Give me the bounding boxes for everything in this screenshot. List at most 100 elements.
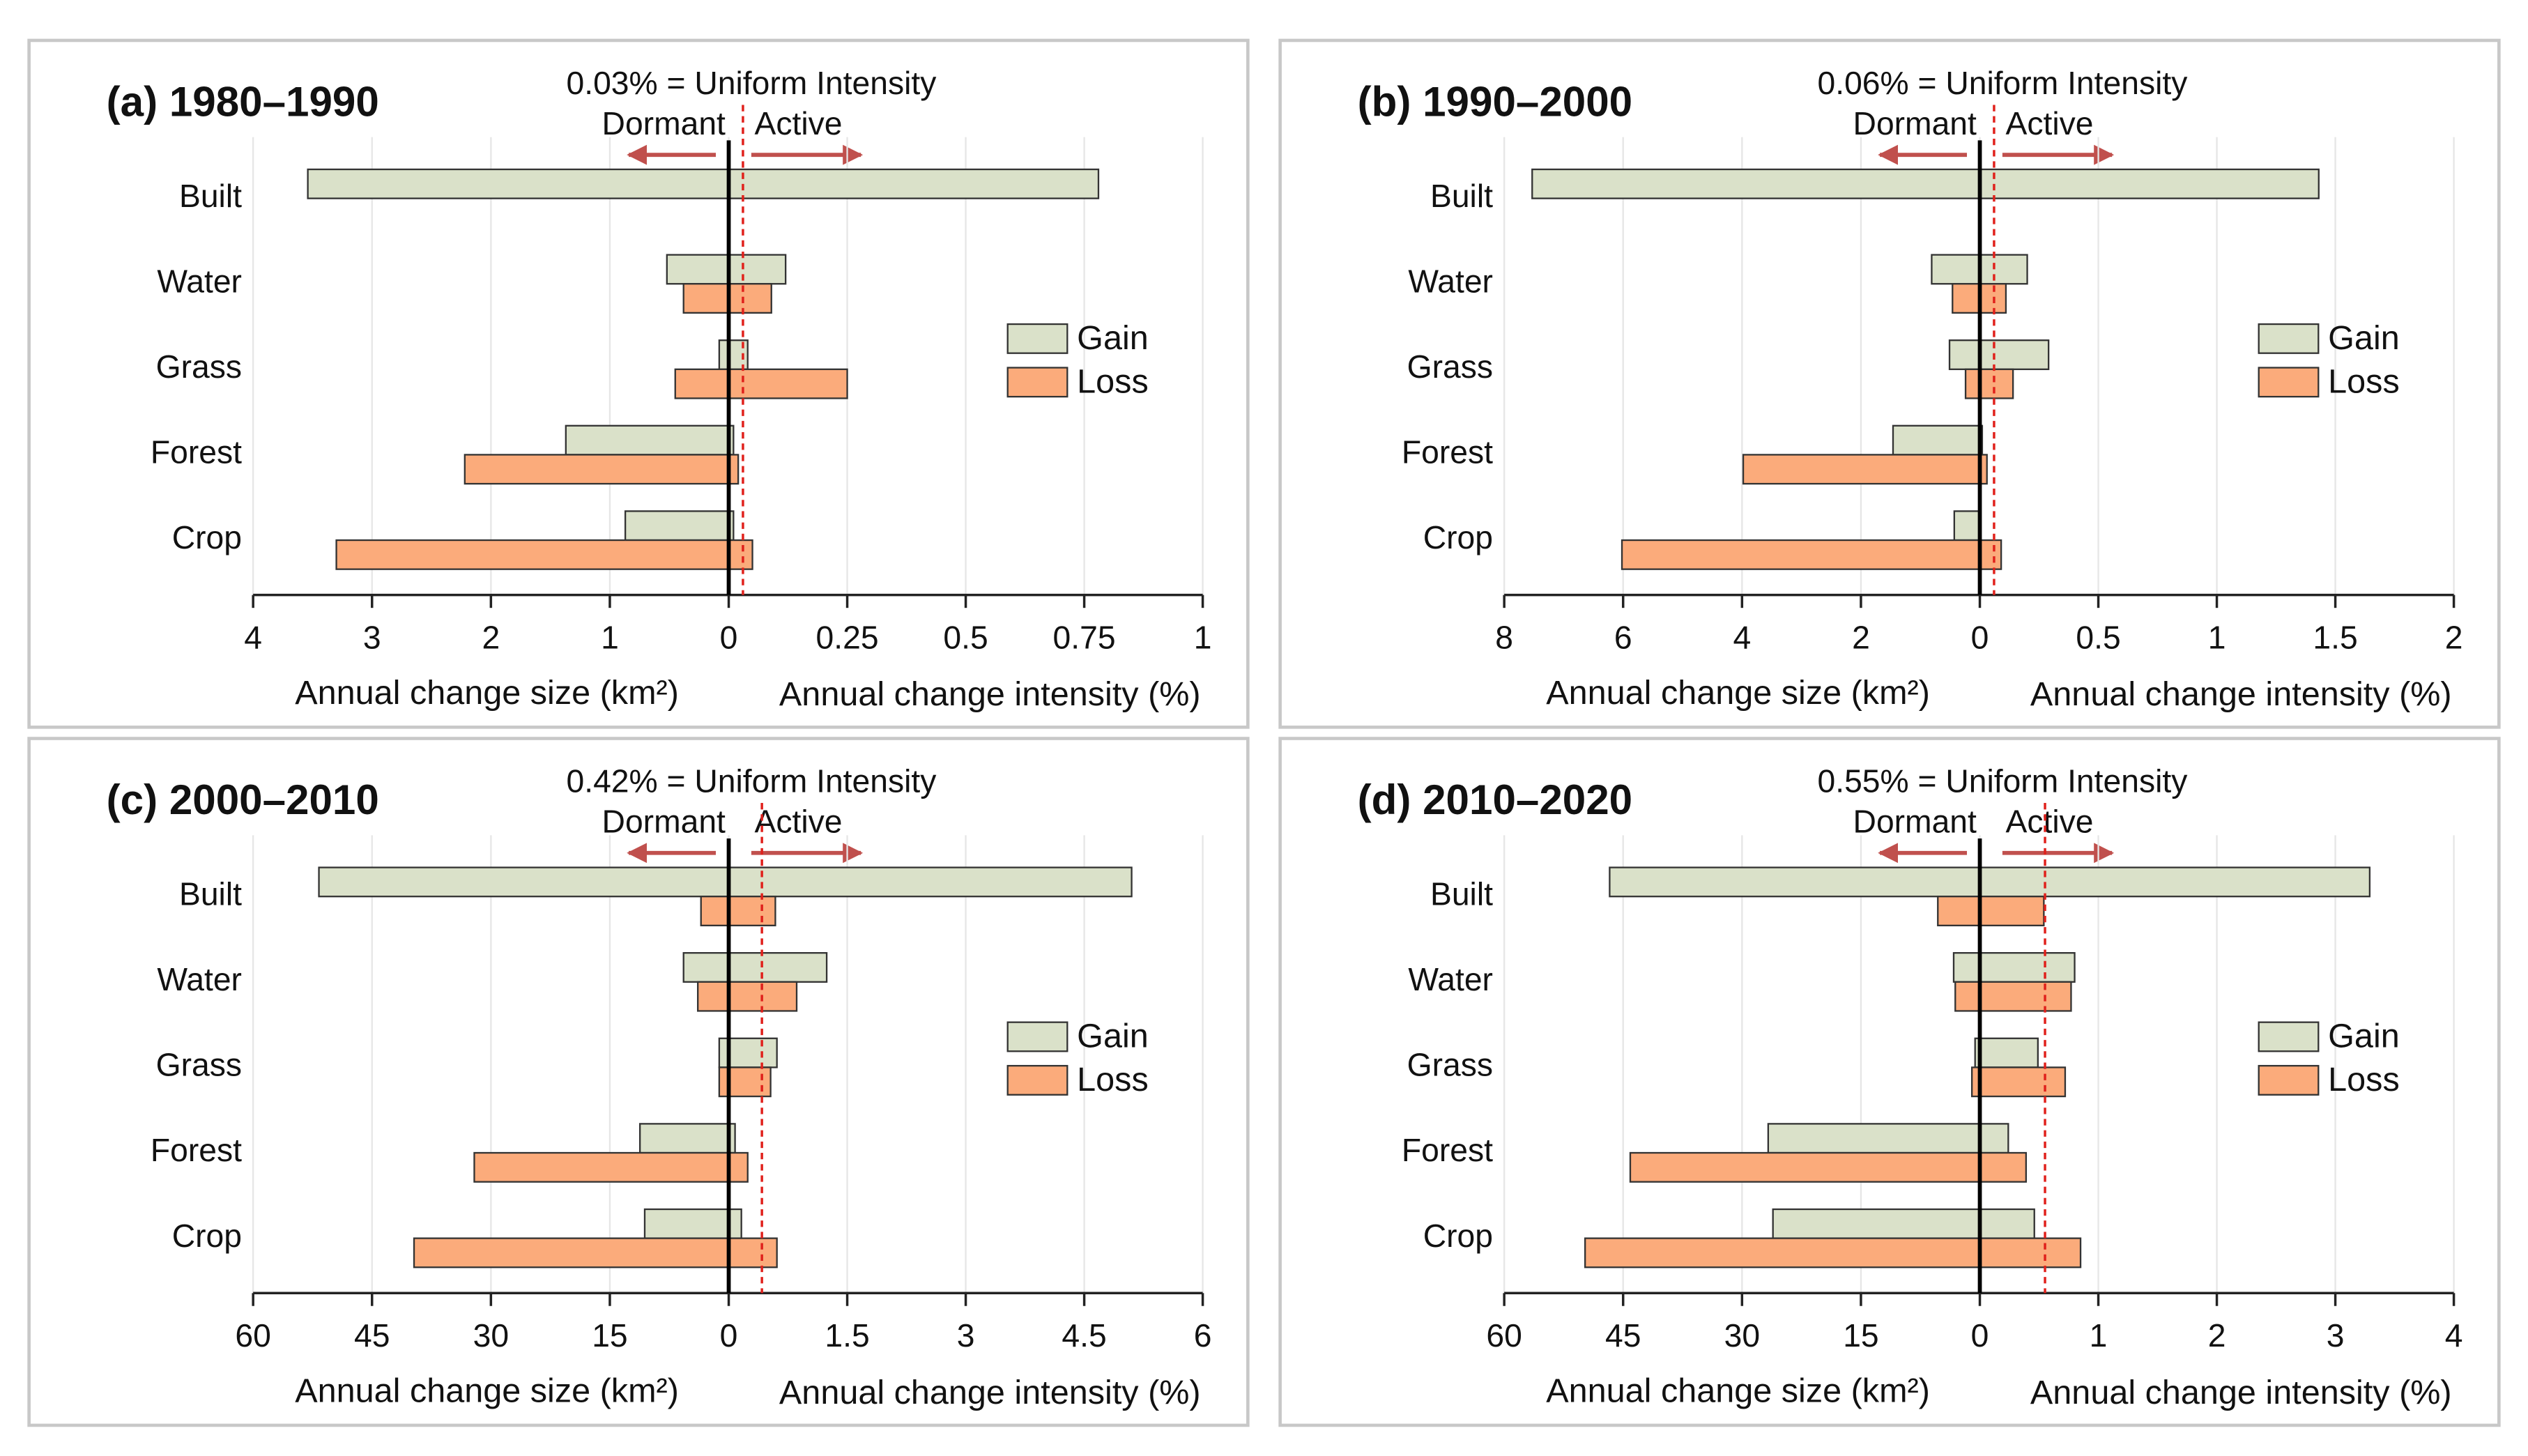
intensity-bar: [728, 952, 828, 983]
intensity-bar: [728, 339, 749, 370]
category-label: Crop: [172, 519, 242, 555]
legend-label: Loss: [1077, 1061, 1149, 1098]
intensity-bar: [728, 1151, 749, 1183]
panel-title: (a) 1980–1990: [107, 78, 379, 125]
intensity-bar: [728, 1037, 778, 1068]
category-label: Crop: [1423, 519, 1493, 555]
category-label: Grass: [1407, 348, 1493, 385]
intensity-tick-label: 0.5: [943, 620, 988, 656]
size-bar: [682, 283, 730, 314]
intensity-axis-title: Annual change intensity (%): [2030, 1374, 2452, 1411]
size-tick-label: 15: [592, 1317, 627, 1354]
panel-frame: [27, 38, 1250, 729]
size-bar: [473, 1151, 730, 1183]
uniform-annotation: 0.03% = Uniform Intensity: [567, 65, 937, 101]
intensity-tick-label: 0.5: [2076, 620, 2120, 656]
dormant-label: Dormant: [602, 105, 726, 141]
intensity-axis-title: Annual change intensity (%): [2030, 675, 2452, 713]
category-label: Built: [179, 178, 242, 214]
category-label: Water: [1408, 961, 1493, 997]
legend-label: Loss: [2328, 1061, 2400, 1098]
intensity-tick-label: 1: [2208, 620, 2226, 656]
dormant-label: Dormant: [602, 803, 726, 839]
legend-label: Gain: [2328, 1018, 2400, 1055]
legend-label: Gain: [2328, 319, 2400, 357]
panel-frame: [1278, 38, 2501, 729]
legend-swatch: [2258, 1064, 2320, 1096]
category-label: Water: [157, 961, 242, 997]
uniform-annotation: 0.06% = Uniform Intensity: [1817, 65, 2188, 101]
size-tick-label: 8: [1495, 620, 1513, 656]
intensity-tick-label: 1.5: [2313, 620, 2357, 656]
size-bar: [674, 368, 730, 399]
size-bar: [666, 254, 730, 285]
legend-swatch: [1006, 323, 1068, 354]
category-label: Forest: [151, 1132, 242, 1168]
legend-swatch: [2258, 367, 2320, 398]
legend-swatch: [1006, 1021, 1068, 1052]
intensity-bar: [1979, 1151, 2027, 1183]
size-tick-label: 3: [363, 620, 381, 656]
dormant-label: Dormant: [1853, 105, 1977, 141]
active-label: Active: [2006, 105, 2094, 141]
intensity-axis-title: Annual change intensity (%): [779, 675, 1201, 713]
size-bar: [682, 952, 730, 983]
size-bar: [1609, 866, 1981, 898]
active-label: Active: [755, 105, 843, 141]
size-tick-label: 45: [354, 1317, 390, 1354]
size-bar: [697, 981, 730, 1012]
size-bar: [639, 1123, 730, 1154]
size-tick-label: 4: [1733, 620, 1751, 656]
legend-swatch: [1006, 1064, 1068, 1096]
intensity-tick-label: 0.25: [816, 620, 879, 656]
category-label: Water: [157, 263, 242, 299]
size-bar: [565, 424, 730, 456]
intensity-bar: [728, 368, 848, 399]
size-bar: [1584, 1237, 1981, 1269]
size-bar: [1952, 283, 1981, 314]
panel-title: (d) 2010–2020: [1358, 776, 1632, 823]
uniform-annotation: 0.42% = Uniform Intensity: [567, 763, 937, 799]
category-label: Forest: [151, 434, 242, 470]
intensity-bar: [1979, 168, 2320, 199]
panel: (b) 1990–2000 0.06% = Uniform Intensity Do…: [1278, 38, 2501, 729]
intensity-bar: [1979, 866, 2371, 898]
size-tick-label: 60: [235, 1317, 270, 1354]
active-label: Active: [2006, 803, 2094, 839]
size-bar: [1772, 1208, 1981, 1239]
size-bar: [1931, 254, 1981, 285]
dormant-label: Dormant: [1853, 803, 1977, 839]
intensity-bar: [728, 254, 787, 285]
size-tick-label: 0: [1971, 620, 1989, 656]
intensity-tick-label: 4.5: [1062, 1317, 1106, 1354]
intensity-tick-label: 6: [1194, 1317, 1212, 1354]
intensity-tick-label: 0.75: [1053, 620, 1116, 656]
intensity-bar: [728, 539, 753, 570]
size-bar: [1954, 981, 1981, 1012]
size-tick-label: 2: [482, 620, 500, 656]
intensity-tick-label: 1.5: [825, 1317, 869, 1354]
size-bar: [318, 866, 730, 898]
size-tick-label: 4: [244, 620, 262, 656]
size-bar: [1621, 539, 1981, 570]
intensity-bar: [1979, 339, 2050, 370]
intensity-bar: [728, 168, 1100, 199]
legend-label: Gain: [1077, 319, 1149, 357]
intensity-bar: [1979, 1037, 2039, 1068]
panel-title: (c) 2000–2010: [107, 776, 379, 823]
intensity-tick-label: 2: [2208, 1317, 2226, 1354]
size-bar: [1964, 368, 1981, 399]
size-tick-label: 30: [473, 1317, 509, 1354]
category-label: Water: [1408, 263, 1493, 299]
size-bar: [1742, 454, 1981, 485]
size-tick-label: 0: [720, 620, 738, 656]
category-label: Crop: [172, 1218, 242, 1254]
size-tick-label: 1: [601, 620, 619, 656]
intensity-tick-label: 2: [2445, 620, 2463, 656]
intensity-bar: [1979, 1123, 2009, 1154]
size-bar: [643, 1208, 730, 1239]
panel: (a) 1980–1990 0.03% = Uniform Intensity Do…: [27, 38, 1250, 729]
size-tick-label: 0: [1971, 1317, 1989, 1354]
legend-label: Loss: [2328, 362, 2400, 400]
